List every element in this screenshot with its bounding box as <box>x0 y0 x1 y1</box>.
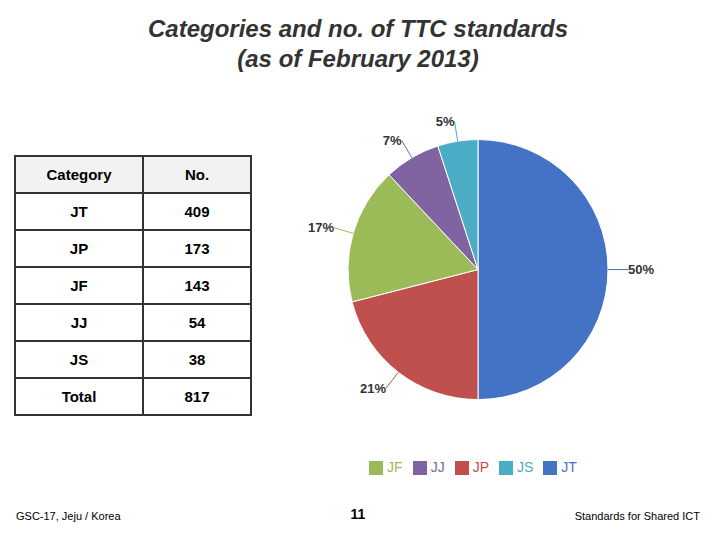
html-text:(as of February 2013): (as of February 2013) <box>237 45 479 72</box>
svg-text:5%: 5% <box>436 114 455 129</box>
html-text:JT: JT <box>561 458 577 475</box>
html-text:JF: JF <box>387 458 403 475</box>
html-text:409: 409 <box>184 202 210 220</box>
html-text:No.: No. <box>184 165 210 183</box>
html-text:JP: JP <box>69 239 89 257</box>
html-text:GSC-17, Jeju / Korea: GSC-17, Jeju / Korea <box>16 510 121 522</box>
html-text:JS: JS <box>517 458 534 475</box>
svg-text:17%: 17% <box>308 220 334 235</box>
html-text:JJ: JJ <box>430 458 445 475</box>
html-text:JS: JS <box>69 350 89 368</box>
svg-text:7%: 7% <box>383 133 402 148</box>
html-text:Categories and no. of TTC stan: Categories and no. of TTC standards <box>148 15 568 42</box>
html-text:817: 817 <box>184 387 210 405</box>
svg-text:21%: 21% <box>360 381 386 396</box>
html-text:Total: Total <box>61 387 97 405</box>
html-text:173: 173 <box>184 239 210 257</box>
html-text:54: 54 <box>188 313 206 331</box>
html-text:Category: Category <box>46 165 112 183</box>
html-text:Standards for Shared ICT: Standards for Shared ICT <box>574 510 700 522</box>
html-text:JP: JP <box>472 458 489 475</box>
html-text:143: 143 <box>184 276 210 294</box>
html-text:JJ: JJ <box>70 313 88 331</box>
html-text:JT: JT <box>70 202 88 220</box>
html-text:38: 38 <box>188 350 206 368</box>
html-text:JF: JF <box>70 276 88 294</box>
svg-text:50%: 50% <box>628 262 654 277</box>
html-text:11: 11 <box>350 506 366 522</box>
